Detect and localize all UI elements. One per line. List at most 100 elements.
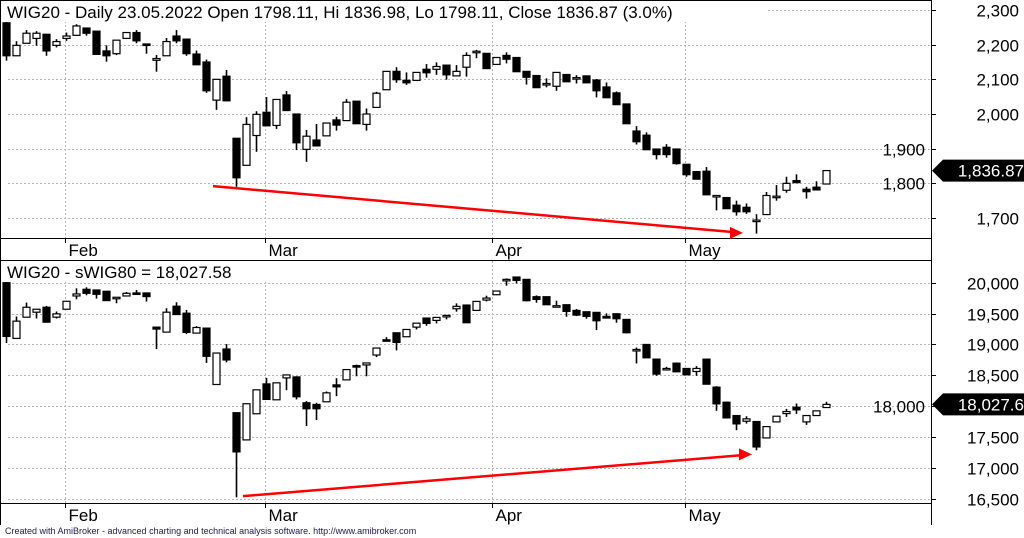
candle-down[interactable] [752,420,761,451]
candle-down[interactable] [582,311,591,319]
candle-up[interactable] [242,403,251,441]
candle-up[interactable] [822,169,831,185]
candle-up[interactable] [12,41,21,57]
candle-down[interactable] [542,296,551,306]
candle-up[interactable] [162,308,171,333]
candle-down[interactable] [132,30,141,44]
candle-down[interactable] [202,59,211,93]
candle-down[interactable] [722,401,731,419]
wig20-swig80-ratio-panel[interactable]: 20,000 19,500 19,000 18,500 18,000 17,500 17,0… [0,260,1024,526]
candle-down[interactable] [312,124,321,147]
candle-up[interactable] [762,192,771,216]
candle-up[interactable] [572,75,581,84]
candle-up[interactable] [372,91,381,109]
candle-up[interactable] [752,214,761,234]
candle-down[interactable] [712,386,721,411]
candle-down[interactable] [172,302,181,316]
candle-down[interactable] [692,170,701,180]
candle-down[interactable] [232,137,241,187]
candle-down[interactable] [612,91,621,106]
candle-down[interactable] [222,344,231,363]
candle-down[interactable] [702,358,711,385]
candle-down[interactable] [222,69,231,102]
candle-down[interactable] [282,91,291,112]
candle-down[interactable] [662,144,671,158]
candle-down[interactable] [652,148,661,160]
candle-up[interactable] [322,391,331,403]
candle-down[interactable] [382,337,391,342]
candle-up[interactable] [112,39,121,56]
candle-up[interactable] [22,302,31,318]
candle-up[interactable] [542,78,551,88]
candle-up[interactable] [442,314,451,320]
candle-up[interactable] [812,410,821,417]
candle-up[interactable] [282,374,291,391]
candle-down[interactable] [422,64,431,78]
candle-up[interactable] [212,78,221,110]
candle-up[interactable] [472,300,481,312]
candle-up[interactable] [632,347,641,364]
candle-up[interactable] [432,62,441,75]
candle-down[interactable] [502,52,511,64]
candle-up[interactable] [12,316,21,340]
candle-down[interactable] [642,132,651,151]
candle-down[interactable] [792,174,801,184]
candle-up[interactable] [452,303,461,312]
candle-down[interactable] [622,318,631,334]
candle-up[interactable] [492,56,501,66]
candle-up[interactable] [342,99,351,122]
candle-down[interactable] [642,343,651,359]
candle-down[interactable] [402,72,411,85]
candle-up[interactable] [322,122,331,137]
candle-down[interactable] [202,327,211,363]
candle-down[interactable] [192,50,201,66]
candle-up[interactable] [162,38,171,57]
candle-up[interactable] [382,70,391,91]
candle-down[interactable] [652,358,661,376]
candle-down[interactable] [722,196,731,210]
candle-up[interactable] [32,308,41,319]
candle-down[interactable] [512,56,521,73]
candle-down[interactable] [102,290,111,302]
candle-down[interactable] [812,181,821,191]
candle-down[interactable] [522,278,531,302]
candle-up[interactable] [122,291,131,297]
candle-down[interactable] [332,378,341,397]
candle-up[interactable] [242,117,251,166]
candle-down[interactable] [142,43,151,54]
candle-up[interactable] [502,278,511,286]
candle-up[interactable] [762,425,771,439]
candle-up[interactable] [122,31,131,40]
candle-down[interactable] [802,186,811,199]
candle-down[interactable] [732,414,741,431]
candle-down[interactable] [82,27,91,36]
candle-down[interactable] [462,304,471,324]
candle-up[interactable] [782,176,791,193]
candle-down[interactable] [672,362,681,373]
candle-down[interactable] [532,74,541,89]
candle-down[interactable] [332,116,341,131]
candle-down[interactable] [302,401,311,427]
candle-down[interactable] [292,376,301,400]
candle-up[interactable] [342,368,351,381]
candle-down[interactable] [172,30,181,44]
candle-up[interactable] [552,71,561,91]
candle-down[interactable] [562,304,571,317]
wig20-price-panel[interactable]: 2,300 2,200 2,100 2,000 1,900 1,800 1,700 Feb Ma… [0,0,1024,261]
candle-up[interactable] [772,415,781,423]
candle-down[interactable] [562,73,571,83]
candle-up[interactable] [22,30,31,44]
candle-up[interactable] [302,129,311,162]
candle-down[interactable] [152,326,161,350]
candle-up[interactable] [372,347,381,357]
candle-up[interactable] [52,311,61,319]
candle-up[interactable] [252,111,261,152]
candle-down[interactable] [102,45,111,62]
red-trendline[interactable] [242,453,745,498]
candle-up[interactable] [662,366,671,371]
candle-up[interactable] [152,55,161,72]
candle-up[interactable] [692,366,701,376]
candle-down[interactable] [312,402,321,421]
candle-down[interactable] [682,163,691,177]
candle-down[interactable] [592,78,601,98]
